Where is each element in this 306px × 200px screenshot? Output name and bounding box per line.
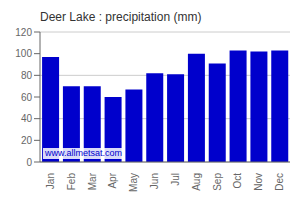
svg-text:40: 40 xyxy=(21,113,33,124)
svg-text:May: May xyxy=(128,173,139,192)
svg-text:Jun: Jun xyxy=(149,173,160,189)
svg-text:Sep: Sep xyxy=(212,173,223,191)
svg-text:Feb: Feb xyxy=(66,173,77,191)
svg-text:0: 0 xyxy=(26,157,32,168)
svg-text:Jan: Jan xyxy=(45,173,56,189)
svg-text:Jul: Jul xyxy=(170,173,181,186)
svg-text:60: 60 xyxy=(21,92,33,103)
svg-text:Aug: Aug xyxy=(191,173,202,191)
svg-text:Apr: Apr xyxy=(107,172,118,188)
svg-text:20: 20 xyxy=(21,135,33,146)
html-text:Deer Lake : precipitation (mm): Deer Lake : precipitation (mm) xyxy=(40,10,202,24)
svg-text:Oct: Oct xyxy=(232,173,243,189)
svg-text:100: 100 xyxy=(15,48,32,59)
svg-text:80: 80 xyxy=(21,70,33,81)
svg-text:Nov: Nov xyxy=(253,173,264,191)
html-text:www.allmetsat.com: www.allmetsat.com xyxy=(45,148,122,158)
svg-text:120: 120 xyxy=(15,27,32,38)
svg-text:Mar: Mar xyxy=(87,172,98,190)
svg-text:Dec: Dec xyxy=(274,173,285,191)
